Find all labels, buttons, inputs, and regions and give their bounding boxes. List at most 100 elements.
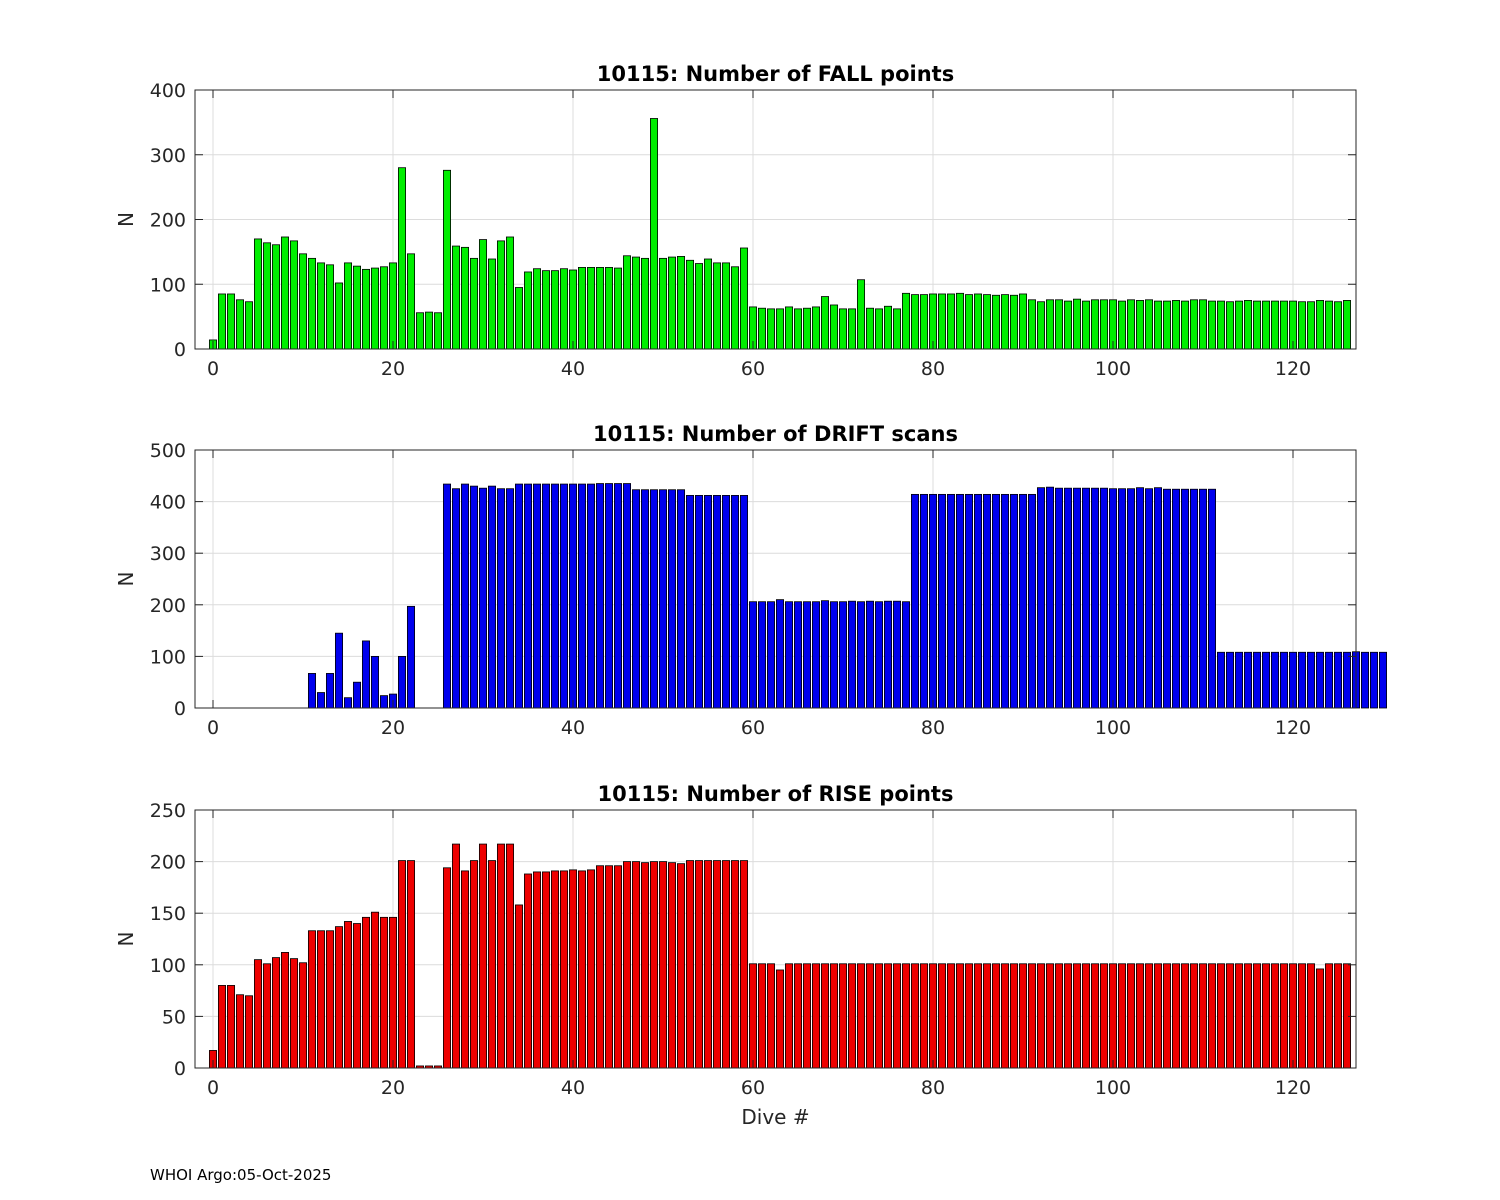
- bar: [713, 262, 722, 350]
- bar: [1244, 651, 1253, 709]
- bar: [1217, 300, 1226, 350]
- bar: [776, 969, 785, 1069]
- bar: [217, 293, 226, 350]
- bar: [569, 483, 578, 709]
- bar: [524, 483, 533, 709]
- bar: [298, 253, 307, 350]
- bar: [406, 605, 415, 709]
- bar: [496, 240, 505, 350]
- bar: [515, 483, 524, 709]
- bar: [1325, 651, 1334, 709]
- bar: [605, 865, 614, 1069]
- bar: [983, 294, 992, 350]
- bar: [605, 267, 614, 350]
- bar: [839, 308, 848, 350]
- bar: [388, 916, 397, 1069]
- bar: [1109, 488, 1118, 709]
- axes-box: [194, 449, 1357, 709]
- y-tick-label: 200: [150, 210, 186, 232]
- bar: [866, 963, 875, 1069]
- bar: [262, 963, 271, 1069]
- bar: [235, 994, 244, 1069]
- bar: [1370, 651, 1379, 709]
- bar: [722, 495, 731, 709]
- chart-title: 10115: Number of DRIFT scans: [593, 422, 958, 446]
- bar: [262, 242, 271, 350]
- bar: [632, 489, 641, 709]
- bar: [938, 963, 947, 1069]
- bar: [821, 600, 830, 709]
- bar: [1235, 963, 1244, 1069]
- bar: [316, 262, 325, 350]
- bar: [740, 860, 749, 1069]
- bar: [451, 488, 460, 709]
- footer-stamp: WHOI Argo:05-Oct-2025: [150, 1166, 332, 1184]
- bar: [722, 860, 731, 1069]
- x-tick-label: 80: [921, 717, 945, 739]
- bar: [1001, 493, 1010, 709]
- bar: [668, 489, 677, 709]
- bar: [1091, 487, 1100, 709]
- bar: [1271, 651, 1280, 709]
- bar: [1289, 651, 1298, 709]
- bar: [1298, 651, 1307, 709]
- bar: [478, 487, 487, 709]
- x-tick-label: 120: [1275, 1077, 1311, 1099]
- y-tick-label: 400: [150, 492, 186, 514]
- bar: [1046, 963, 1055, 1069]
- bar: [920, 493, 929, 709]
- bar: [704, 860, 713, 1069]
- bar: [974, 293, 983, 350]
- bar: [1298, 963, 1307, 1069]
- bar: [1073, 487, 1082, 709]
- bar: [397, 167, 406, 350]
- y-tick-label: 150: [150, 903, 186, 925]
- bar: [1190, 963, 1199, 1069]
- bar: [370, 267, 379, 350]
- chart-title: 10115: Number of RISE points: [598, 782, 954, 806]
- bar: [560, 870, 569, 1069]
- bar: [992, 963, 1001, 1069]
- bar: [379, 695, 388, 709]
- bar: [325, 930, 334, 1069]
- bar: [1334, 963, 1343, 1069]
- bar: [460, 870, 469, 1069]
- bar: [803, 963, 812, 1069]
- bar: [1271, 300, 1280, 350]
- y-axis-label: N: [114, 572, 138, 587]
- bar: [415, 312, 424, 350]
- bar: [1280, 300, 1289, 350]
- bar: [217, 985, 226, 1069]
- bar: [695, 860, 704, 1069]
- bar: [1190, 299, 1199, 350]
- bar: [785, 306, 794, 350]
- bar: [803, 601, 812, 709]
- bar: [1037, 487, 1046, 709]
- bar: [731, 495, 740, 709]
- bar: [334, 632, 343, 709]
- bar: [235, 299, 244, 350]
- bar: [821, 296, 830, 350]
- bar: [1019, 963, 1028, 1069]
- bar: [1001, 294, 1010, 350]
- bar: [857, 601, 866, 709]
- bar: [1118, 300, 1127, 350]
- bar: [1154, 300, 1163, 350]
- bar: [442, 169, 451, 350]
- x-tick-label: 20: [381, 717, 405, 739]
- bar: [226, 985, 235, 1069]
- bar: [902, 292, 911, 350]
- chart-panel-2: 0 20 40 60 80 100 120 0 100 200 300 400 500 10115: Nu…: [114, 422, 1388, 739]
- y-tick-label: 100: [150, 646, 186, 668]
- bar: [1316, 968, 1325, 1069]
- bar: [947, 293, 956, 350]
- y-axis-label: N: [114, 212, 138, 227]
- bar: [596, 267, 605, 350]
- y-tick-label: 100: [150, 955, 186, 977]
- x-tick-label: 100: [1095, 1077, 1131, 1099]
- bar: [677, 863, 686, 1069]
- bar: [370, 911, 379, 1069]
- y-tick-label: 0: [174, 1058, 186, 1080]
- bar: [614, 865, 623, 1069]
- bar: [1361, 651, 1370, 709]
